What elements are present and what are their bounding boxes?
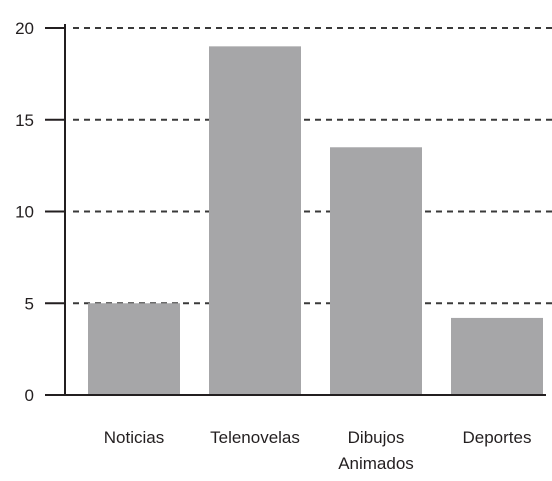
y-tick-label: 15 (15, 111, 34, 130)
label-line: Noticias (104, 428, 164, 447)
bar (330, 147, 422, 395)
bar (209, 46, 301, 395)
bar (88, 303, 180, 395)
label-line: Deportes (463, 428, 532, 447)
x-tick-label: Noticias (104, 428, 164, 447)
x-tick-label: Telenovelas (210, 428, 300, 447)
x-tick-label: Dibujos Animados (338, 428, 414, 473)
label-line: Dibujos (348, 428, 405, 447)
y-tick-label: 10 (15, 203, 34, 222)
y-tick-label: 5 (25, 294, 34, 313)
bar (451, 317, 543, 395)
y-tick-label: 20 (15, 19, 34, 38)
label-line: Animados (338, 454, 414, 473)
label-line: Telenovelas (210, 428, 300, 447)
y-tick-label: 0 (25, 386, 34, 405)
x-tick-label: Deportes (463, 428, 532, 447)
